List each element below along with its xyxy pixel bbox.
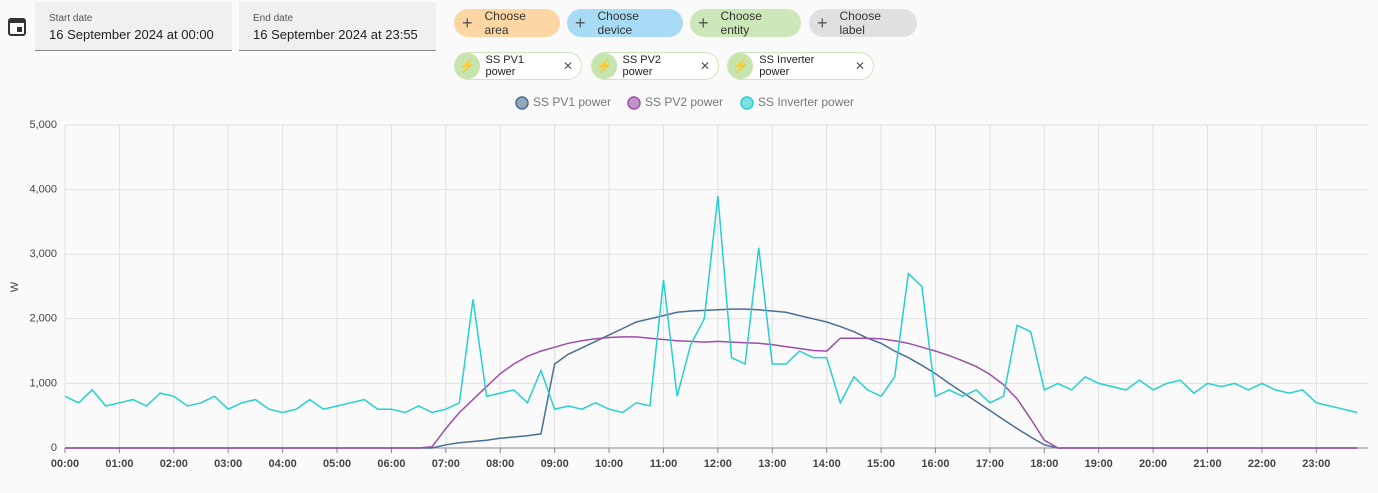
x-tick-label: 12:00 — [704, 458, 732, 470]
entity-chip[interactable]: ⚡ SS PV2 power ✕ — [591, 52, 719, 80]
picker-label: Choose label — [839, 9, 881, 37]
y-tick-label: 0 — [51, 442, 57, 454]
x-tick-label: 01:00 — [105, 458, 133, 470]
y-tick-label: 5,000 — [29, 119, 57, 131]
end-date[interactable]: End date 16 September 2024 at 23:55 — [239, 2, 436, 51]
x-tick-label: 19:00 — [1085, 458, 1113, 470]
legend-swatch — [515, 96, 529, 110]
x-tick-label: 17:00 — [976, 458, 1004, 470]
picker-chip[interactable]: + Choose area — [454, 9, 560, 37]
calendar-icon[interactable] — [8, 16, 26, 36]
picker-chip[interactable]: + Choose device — [567, 9, 683, 37]
y-axis-label: W — [9, 281, 21, 292]
start-value: 16 September 2024 at 00:00 — [49, 27, 214, 42]
x-tick-label: 22:00 — [1248, 458, 1276, 470]
picker-chip[interactable]: + Choose label — [809, 9, 917, 37]
y-tick-label: 3,000 — [29, 248, 57, 260]
series-line — [65, 336, 1358, 449]
x-tick-label: 13:00 — [758, 458, 786, 470]
x-tick-label: 15:00 — [867, 458, 895, 470]
start-label: Start date — [49, 13, 93, 24]
x-tick-label: 21:00 — [1193, 458, 1221, 470]
x-tick-label: 18:00 — [1030, 458, 1058, 470]
y-tick-label: 4,000 — [29, 184, 57, 196]
x-tick-label: 16:00 — [921, 458, 949, 470]
x-tick-label: 07:00 — [432, 458, 460, 470]
x-tick-label: 14:00 — [813, 458, 841, 470]
end-label: End date — [253, 13, 294, 24]
entity-label: SS PV2 power — [622, 54, 662, 78]
y-tick-label: 2,000 — [29, 313, 57, 325]
x-tick-label: 05:00 — [323, 458, 351, 470]
picker-label: Choose entity — [720, 9, 762, 37]
x-tick-label: 06:00 — [377, 458, 405, 470]
end-value: 16 September 2024 at 23:55 — [253, 27, 418, 42]
x-tick-label: 02:00 — [160, 458, 188, 470]
picker-chip[interactable]: + Choose entity — [690, 9, 801, 37]
entity-chip[interactable]: ⚡ SS PV1 power ✕ — [454, 52, 582, 80]
legend-label: SS PV2 power — [645, 95, 723, 109]
legend-swatch — [627, 96, 641, 110]
entity-label: SS PV1 power — [485, 54, 525, 78]
x-tick-label: 10:00 — [595, 458, 623, 470]
entity-label: SS Inverter power — [759, 54, 815, 78]
entity-chip[interactable]: ⚡ SS Inverter power ✕ — [727, 52, 874, 80]
x-tick-label: 08:00 — [486, 458, 514, 470]
legend-label: SS Inverter power — [758, 95, 854, 109]
x-tick-label: 11:00 — [650, 458, 678, 470]
picker-label: Choose area — [484, 9, 526, 37]
picker-label: Choose device — [597, 9, 639, 37]
x-tick-label: 09:00 — [541, 458, 569, 470]
x-tick-label: 00:00 — [51, 458, 79, 470]
y-tick-label: 1,000 — [29, 377, 57, 389]
x-tick-label: 03:00 — [214, 458, 242, 470]
start-date[interactable]: Start date 16 September 2024 at 00:00 — [35, 2, 232, 51]
legend-swatch — [740, 96, 754, 110]
x-tick-label: 23:00 — [1302, 458, 1330, 470]
x-tick-label: 04:00 — [269, 458, 297, 470]
series-line — [64, 196, 1358, 414]
x-tick-label: 20:00 — [1139, 458, 1167, 470]
legend-label: SS PV1 power — [533, 95, 611, 109]
series-line — [65, 308, 1358, 449]
